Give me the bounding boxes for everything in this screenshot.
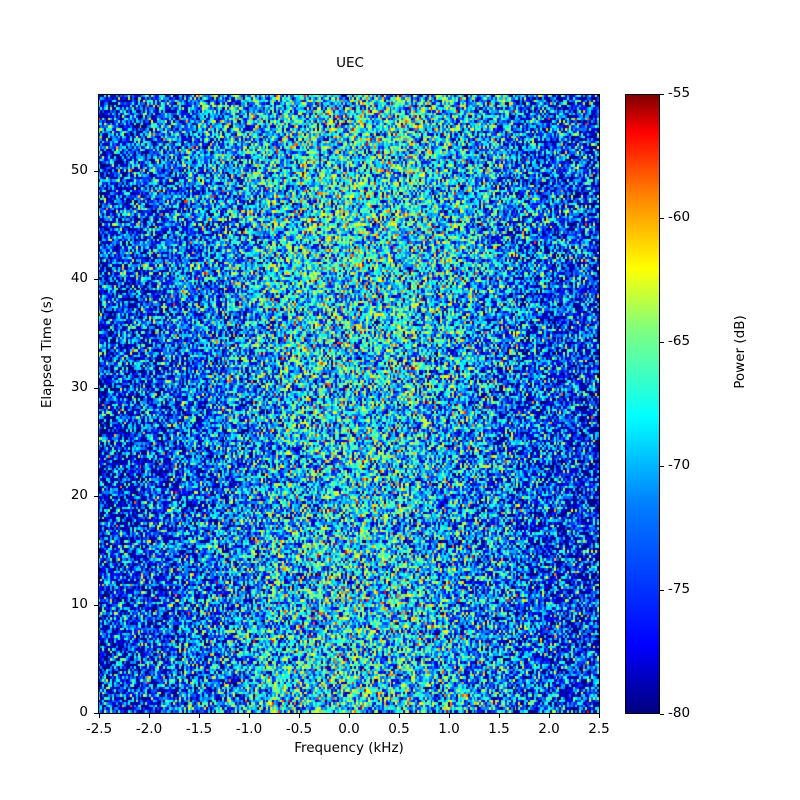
y-axis-tick [94, 171, 98, 172]
x-axis-tick-label: -1.5 [185, 721, 213, 737]
colorbar-tick [660, 590, 664, 591]
colorbar-tick [660, 218, 664, 219]
x-axis-label: Frequency (kHz) [294, 740, 404, 756]
title-line-station: UEC [336, 54, 364, 71]
colorbar-tick [660, 94, 664, 95]
x-axis-tick [599, 714, 600, 718]
colorbar-tick [660, 714, 664, 715]
colorbar-label: Power (dB) [732, 315, 748, 389]
colorbar-tick-label: -70 [668, 457, 691, 473]
colorbar-tick-label: -55 [668, 85, 691, 101]
x-axis-tick [99, 714, 100, 718]
y-axis-tick [94, 279, 98, 280]
colorbar-tick [660, 466, 664, 467]
x-axis-tick [549, 714, 550, 718]
x-axis-tick [199, 714, 200, 718]
x-axis-tick-label: -2.0 [135, 721, 163, 737]
colorbar-tick-label: -65 [668, 333, 691, 349]
colorbar-tick-label: -60 [668, 209, 691, 225]
y-axis-tick-label: 40 [70, 270, 88, 286]
spectrogram-image [99, 95, 599, 713]
y-axis-tick-label: 50 [70, 162, 88, 178]
x-axis-tick [449, 714, 450, 718]
y-axis-tick-label: 30 [70, 379, 88, 395]
x-axis-tick-label: 2.0 [538, 721, 560, 737]
y-axis-tick-label: 0 [79, 704, 88, 720]
y-axis-tick [94, 388, 98, 389]
spectrogram-plot-area [98, 94, 600, 714]
x-axis-tick-label: 1.0 [438, 721, 460, 737]
y-axis-label: Elapsed Time (s) [39, 295, 55, 409]
colorbar-tick-label: -75 [668, 581, 691, 597]
x-axis-tick [249, 714, 250, 718]
y-axis-tick-label: 10 [70, 596, 88, 612]
power-colorbar [625, 94, 660, 714]
x-axis-tick [499, 714, 500, 718]
x-axis-tick-label: -2.5 [85, 721, 113, 737]
x-axis-tick [299, 714, 300, 718]
y-axis-tick [94, 713, 98, 714]
x-axis-tick [399, 714, 400, 718]
y-axis-tick-label: 20 [70, 487, 88, 503]
x-axis-tick-label: 2.5 [588, 721, 610, 737]
x-axis-tick-label: 0.5 [388, 721, 410, 737]
x-axis-tick-label: -0.5 [285, 721, 313, 737]
x-axis-tick-label: 1.5 [488, 721, 510, 737]
x-axis-tick [149, 714, 150, 718]
x-axis-tick-label: 0.0 [338, 721, 360, 737]
y-axis-tick [94, 496, 98, 497]
x-axis-tick-label: -1.0 [235, 721, 263, 737]
colorbar-tick-label: -80 [668, 705, 691, 721]
colorbar-tick [660, 342, 664, 343]
x-axis-tick [349, 714, 350, 718]
y-axis-tick [94, 605, 98, 606]
